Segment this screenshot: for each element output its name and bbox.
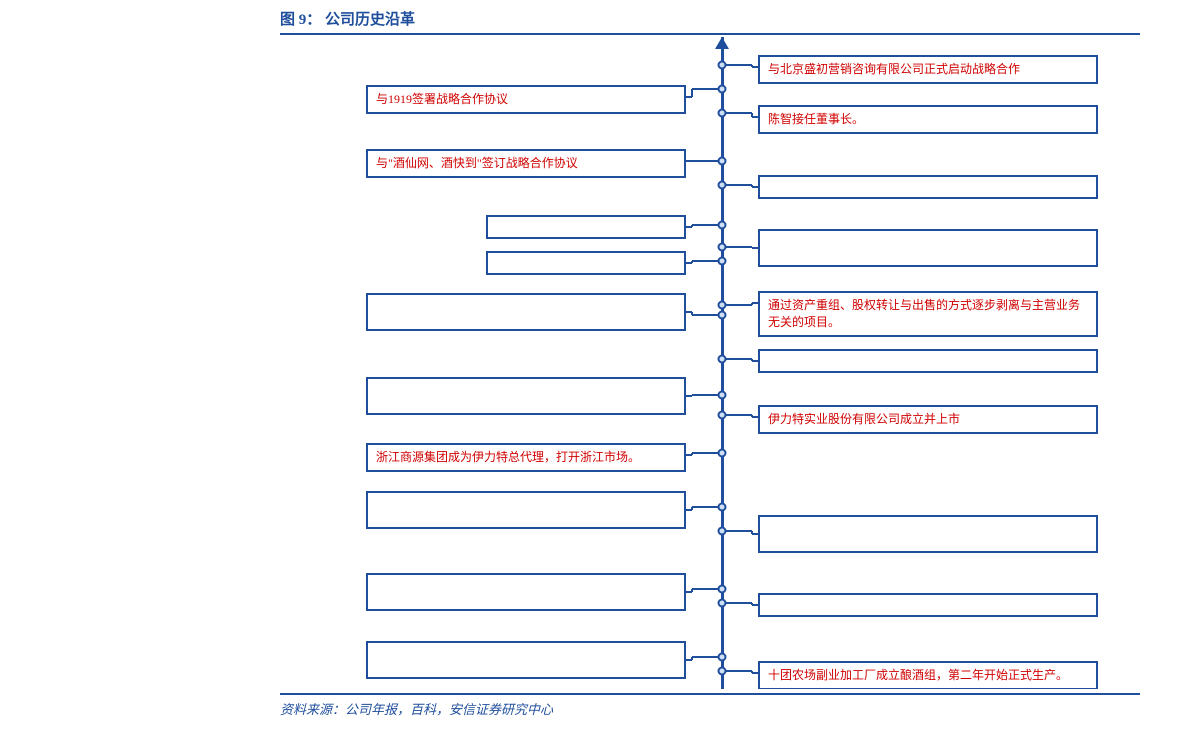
event-box: 浙江商源集团成为伊力特总代理，打开浙江市场。 — [366, 443, 686, 472]
connector — [686, 591, 692, 593]
event-box — [758, 349, 1098, 373]
timeline-node — [718, 653, 727, 662]
timeline-node — [718, 301, 727, 310]
timeline-node — [718, 527, 727, 536]
event-text: 十团农场副业加工厂成立酿酒组，第二年开始正式生产。 — [768, 668, 1068, 682]
connector — [752, 116, 758, 118]
event-box: 十团农场副业加工厂成立酿酒组，第二年开始正式生产。 — [758, 661, 1098, 689]
connector — [686, 262, 692, 264]
connector — [722, 530, 752, 532]
timeline-node — [718, 411, 727, 420]
title-rule — [280, 33, 1140, 35]
event-box — [366, 293, 686, 331]
connector — [722, 358, 752, 360]
event-text: 与北京盛初营销咨询有限公司正式启动战略合作 — [768, 62, 1020, 76]
timeline-node — [718, 585, 727, 594]
event-box — [758, 229, 1098, 267]
event-box — [366, 377, 686, 415]
connector — [752, 247, 758, 249]
connector — [722, 414, 752, 416]
arrow-up-icon — [715, 37, 729, 49]
event-box: 陈智接任董事长。 — [758, 105, 1098, 134]
timeline-node — [718, 61, 727, 70]
event-box — [486, 215, 686, 239]
connector — [686, 454, 692, 456]
event-box: 与"酒仙网、酒快到"签订战略合作协议 — [366, 149, 686, 178]
timeline-node — [718, 243, 727, 252]
connector — [752, 360, 758, 362]
event-box — [366, 641, 686, 679]
connector — [722, 304, 752, 306]
figure-title-text: 公司历史沿革 — [325, 12, 415, 28]
connector — [752, 66, 758, 68]
connector — [686, 509, 692, 511]
connector — [686, 96, 692, 98]
event-text: 与1919签署战略合作协议 — [376, 92, 508, 106]
connector — [752, 533, 758, 535]
timeline-node — [718, 85, 727, 94]
connector — [722, 246, 752, 248]
event-text: 通过资产重组、股权转让与出售的方式逐步剥离与主营业务无关的项目。 — [768, 298, 1080, 329]
connector — [686, 311, 692, 313]
timeline-node — [718, 391, 727, 400]
connector — [686, 395, 692, 397]
event-box: 与北京盛初营销咨询有限公司正式启动战略合作 — [758, 55, 1098, 84]
event-box — [366, 573, 686, 611]
timeline-node — [718, 311, 727, 320]
event-text: 伊力特实业股份有限公司成立并上市 — [768, 412, 960, 426]
connector — [752, 302, 758, 304]
event-box: 与1919签署战略合作协议 — [366, 85, 686, 114]
figure-title: 图 9： 公司历史沿革 — [280, 8, 1150, 33]
timeline-node — [718, 503, 727, 512]
connector — [686, 659, 692, 661]
connector — [722, 184, 752, 186]
event-text: 浙江商源集团成为伊力特总代理，打开浙江市场。 — [376, 450, 640, 464]
connector — [722, 670, 752, 672]
event-box — [486, 251, 686, 275]
bottom-rule — [280, 693, 1140, 695]
connector — [686, 226, 692, 228]
connector — [752, 604, 758, 606]
timeline-diagram: 与北京盛初营销咨询有限公司正式启动战略合作与1919签署战略合作协议陈智接任董事… — [280, 37, 1140, 689]
timeline-node — [718, 181, 727, 190]
figure-label: 图 9： — [280, 12, 321, 28]
timeline-node — [718, 109, 727, 118]
connector — [722, 64, 752, 66]
connector — [752, 186, 758, 188]
event-box: 伊力特实业股份有限公司成立并上市 — [758, 405, 1098, 434]
timeline-node — [718, 221, 727, 230]
event-text: 与"酒仙网、酒快到"签订战略合作协议 — [376, 156, 578, 170]
connector — [752, 672, 758, 674]
timeline-node — [718, 157, 727, 166]
timeline-node — [718, 667, 727, 676]
figure-source: 资料来源：公司年报，百科，安信证券研究中心 — [280, 699, 1150, 718]
event-box — [366, 491, 686, 529]
event-box — [758, 175, 1098, 199]
event-box — [758, 515, 1098, 553]
connector — [686, 160, 692, 162]
connector — [752, 416, 758, 418]
timeline-node — [718, 257, 727, 266]
event-box: 通过资产重组、股权转让与出售的方式逐步剥离与主营业务无关的项目。 — [758, 291, 1098, 337]
figure-container: 图 9： 公司历史沿革 与北京盛初营销咨询有限公司正式启动战略合作与1919签署… — [280, 8, 1150, 718]
event-text: 陈智接任董事长。 — [768, 112, 864, 126]
timeline-node — [718, 599, 727, 608]
connector — [722, 602, 752, 604]
event-box — [758, 593, 1098, 617]
connector — [722, 112, 752, 114]
timeline-node — [718, 449, 727, 458]
timeline-node — [718, 355, 727, 364]
